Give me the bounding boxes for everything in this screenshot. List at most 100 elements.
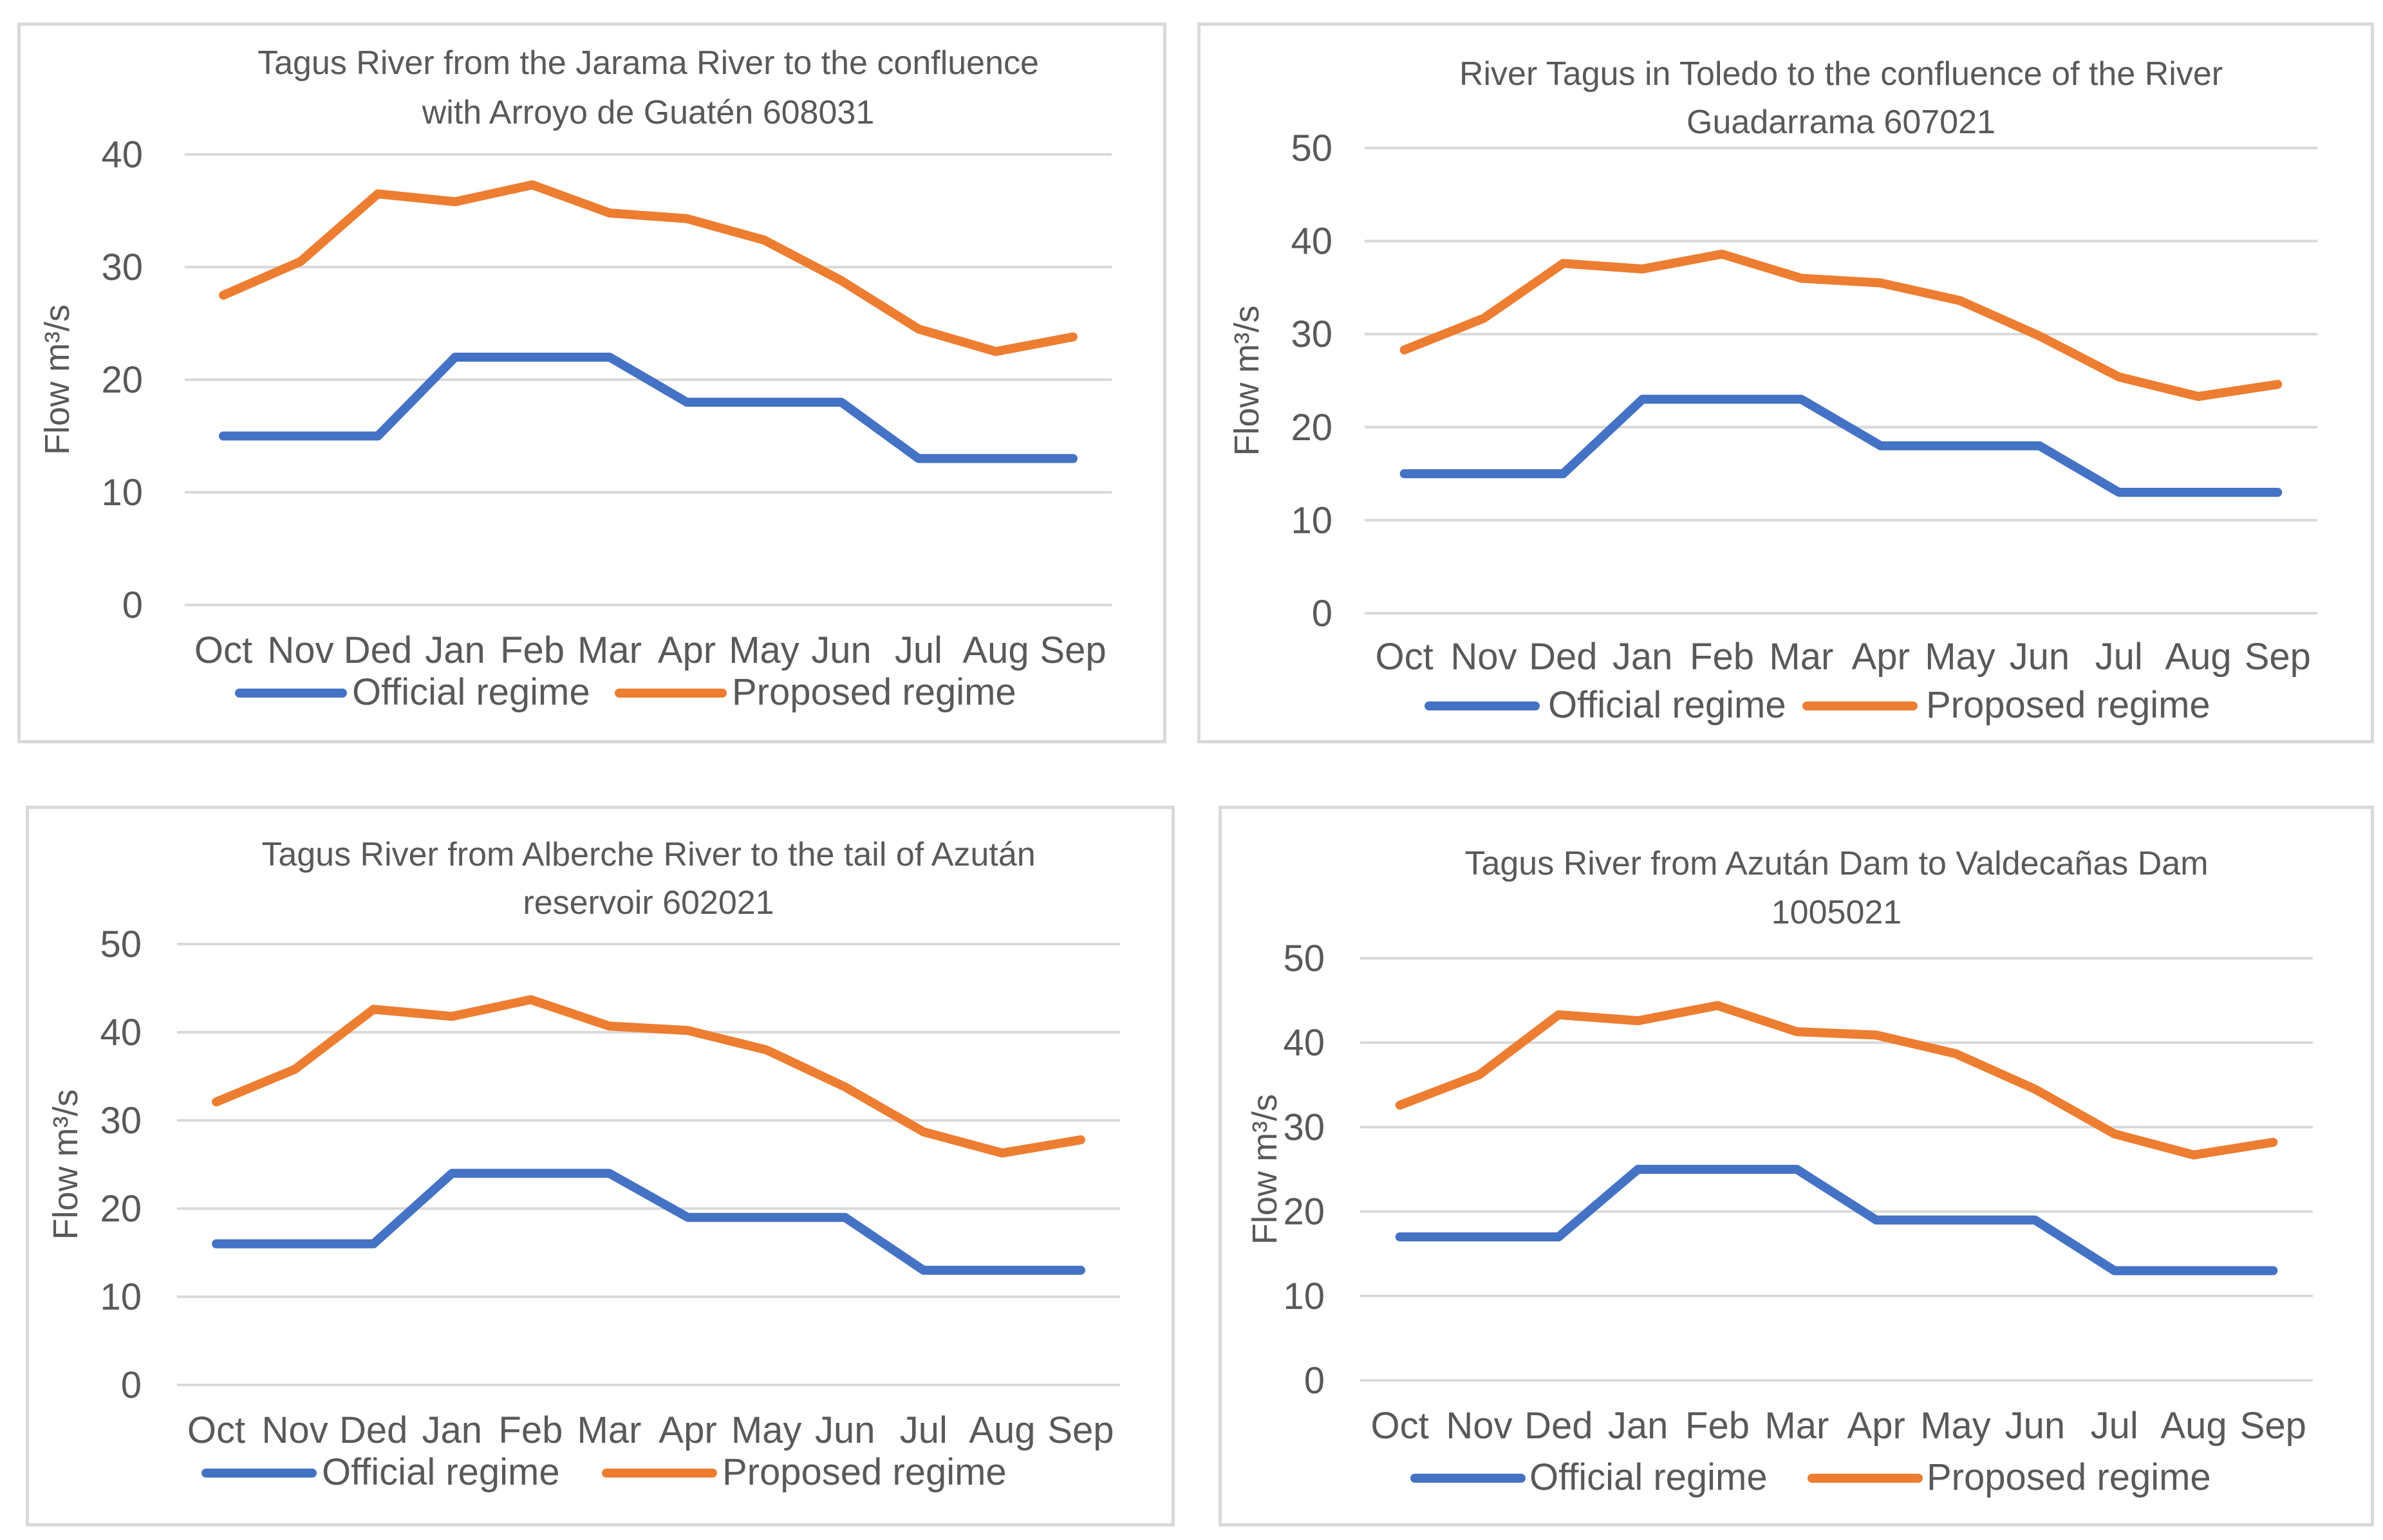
x-tick-label: Ded — [1529, 636, 1597, 678]
y-tick-label: 0 — [122, 584, 143, 626]
x-tick-label: Feb — [500, 629, 565, 671]
x-tick-label: Jun — [811, 629, 872, 671]
x-tick-label: Sep — [1047, 1409, 1114, 1451]
y-axis-label: Flow m³/s — [38, 304, 77, 455]
y-tick-label: 50 — [100, 923, 142, 965]
y-tick-label: 0 — [1312, 593, 1332, 635]
y-tick-label: 40 — [1283, 1022, 1325, 1064]
legend-label: Proposed regime — [1926, 684, 2210, 726]
y-tick-label: 10 — [101, 472, 143, 514]
chart-title-line: 1005021 — [1771, 894, 1902, 931]
y-tick-label: 10 — [1283, 1276, 1325, 1317]
series-line — [1399, 249, 2283, 402]
x-tick-label: May — [731, 1409, 802, 1451]
series-line — [1395, 1165, 2278, 1276]
y-tick-label: 30 — [1291, 313, 1332, 355]
legend-label: Official regime — [322, 1451, 560, 1493]
chart-title-line: reservoir 602021 — [523, 884, 774, 922]
x-tick-label: Jan — [1608, 1405, 1668, 1447]
chart-svg-4: Tagus River from Azután Dam to Valdecaña… — [1246, 845, 2313, 1498]
legend-label: Proposed regime — [1927, 1456, 2211, 1498]
y-axis-label: Flow m³/s — [1246, 1094, 1284, 1245]
chart-title-line: Tagus River from Azután Dam to Valdecaña… — [1464, 845, 2208, 882]
x-tick-label: May — [729, 629, 799, 671]
y-axis-label: Flow m³/s — [46, 1090, 85, 1240]
x-tick-label: Jul — [2095, 636, 2143, 678]
y-tick-label: 20 — [101, 359, 143, 401]
x-tick-label: Feb — [1690, 636, 1754, 678]
x-tick-label: Aug — [2160, 1405, 2227, 1447]
chart-panel-3: Tagus River from Alberche River to the t… — [26, 806, 1175, 1526]
x-tick-label: Sep — [2245, 636, 2311, 678]
x-tick-label: Jun — [2005, 1405, 2066, 1447]
x-tick-label: Apr — [658, 629, 716, 671]
legend-label: Official regime — [1529, 1456, 1768, 1498]
x-tick-label: Oct — [187, 1409, 245, 1451]
chart-title-line: Guadarrama 607021 — [1687, 104, 1995, 141]
chart-title-line: River Tagus in Toledo to the confluence … — [1459, 55, 2223, 93]
y-tick-label: 40 — [1291, 221, 1332, 263]
series-line — [1399, 394, 2283, 497]
x-tick-label: Apr — [659, 1409, 716, 1451]
x-tick-label: Mar — [1764, 1405, 1829, 1447]
x-tick-label: Jul — [895, 629, 942, 671]
x-tick-label: Nov — [267, 629, 333, 671]
x-tick-label: Jul — [2091, 1405, 2138, 1447]
y-tick-label: 20 — [1291, 407, 1332, 449]
x-tick-label: Apr — [1847, 1405, 1905, 1447]
y-tick-label: 10 — [1291, 499, 1332, 541]
chart-panel-4: Tagus River from Azután Dam to Valdecaña… — [1219, 806, 2374, 1526]
x-tick-label: Jan — [425, 629, 485, 671]
legend-label: Proposed regime — [722, 1451, 1007, 1493]
x-tick-label: Sep — [1040, 629, 1106, 671]
x-tick-label: Aug — [2165, 636, 2231, 678]
series-line — [212, 1169, 1085, 1275]
x-tick-label: Oct — [1376, 636, 1434, 678]
y-tick-label: 10 — [100, 1276, 142, 1318]
chart-title-line: with Arroyo de Guatén 608031 — [422, 94, 874, 131]
x-tick-label: Aug — [962, 629, 1029, 671]
chart-panel-2: River Tagus in Toledo to the confluence … — [1197, 23, 2374, 743]
x-tick-label: Jan — [1612, 636, 1673, 678]
y-tick-label: 30 — [1283, 1106, 1325, 1148]
series-line — [212, 995, 1085, 1158]
y-tick-label: 20 — [100, 1188, 142, 1230]
x-tick-label: Jun — [2010, 636, 2070, 678]
chart-svg-1: Tagus River from the Jarama River to the… — [38, 44, 1112, 713]
x-tick-label: May — [1925, 636, 1995, 678]
chart-title-line: Tagus River from the Jarama River to the… — [257, 44, 1039, 82]
x-tick-label: Sep — [2240, 1405, 2306, 1447]
x-tick-label: May — [1920, 1405, 1991, 1447]
chart-svg-2: River Tagus in Toledo to the confluence … — [1228, 55, 2317, 726]
legend-label: Official regime — [1548, 684, 1786, 726]
x-tick-label: Ded — [344, 629, 412, 671]
series-line — [219, 353, 1078, 463]
x-tick-label: Feb — [1685, 1405, 1750, 1447]
y-axis-label: Flow m³/s — [1228, 306, 1266, 456]
y-tick-label: 50 — [1291, 127, 1332, 169]
series-line — [219, 180, 1078, 357]
x-tick-label: Ded — [1524, 1405, 1593, 1447]
y-tick-label: 0 — [1304, 1360, 1325, 1402]
y-tick-label: 40 — [100, 1012, 142, 1053]
y-tick-label: 30 — [100, 1100, 142, 1142]
legend-label: Official regime — [352, 671, 590, 713]
y-tick-label: 0 — [121, 1364, 142, 1406]
x-tick-label: Aug — [969, 1409, 1035, 1451]
x-tick-label: Apr — [1852, 636, 1910, 678]
x-tick-label: Mar — [577, 629, 642, 671]
x-tick-label: Jun — [815, 1409, 875, 1451]
x-tick-label: Nov — [1450, 636, 1517, 678]
chart-panel-1: Tagus River from the Jarama River to the… — [17, 23, 1166, 743]
legend-label: Proposed regime — [732, 671, 1016, 713]
chart-title-line: Tagus River from Alberche River to the t… — [261, 836, 1035, 873]
series-line — [1395, 1001, 2278, 1160]
y-tick-label: 50 — [1283, 938, 1325, 979]
y-tick-label: 40 — [101, 134, 143, 176]
y-tick-label: 30 — [101, 246, 143, 288]
x-tick-label: Mar — [1769, 636, 1833, 678]
x-tick-label: Oct — [1371, 1405, 1429, 1447]
x-tick-label: Nov — [262, 1409, 328, 1451]
y-tick-label: 20 — [1283, 1191, 1325, 1233]
x-tick-label: Ded — [339, 1409, 407, 1451]
